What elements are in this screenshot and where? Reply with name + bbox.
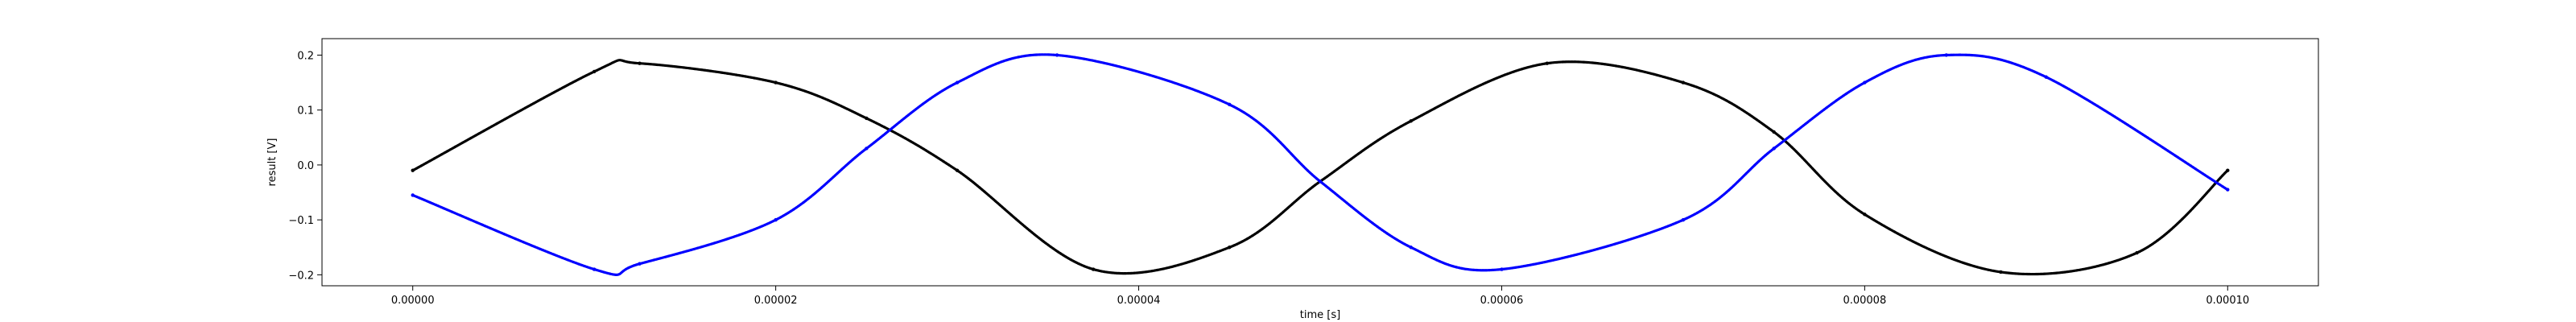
y-axis: −0.2 −0.1 0.0 0.1 0.2 bbox=[288, 50, 322, 282]
x-tick-label: 0.00002 bbox=[754, 295, 798, 307]
series-2-point bbox=[592, 267, 597, 271]
series-1-point bbox=[592, 69, 597, 74]
x-tick-label: 0.00000 bbox=[391, 295, 435, 307]
series-1-point bbox=[2226, 168, 2230, 172]
series-2-point bbox=[2226, 188, 2230, 192]
series-2-point bbox=[638, 262, 642, 266]
y-tick-label: −0.1 bbox=[288, 215, 314, 227]
series-2-point bbox=[955, 80, 960, 85]
series-2 bbox=[411, 53, 2230, 276]
series-2-point bbox=[1863, 80, 1867, 85]
series-1-point bbox=[1681, 80, 1686, 85]
series-1-point bbox=[1091, 267, 1096, 271]
series-1-point bbox=[1409, 119, 1413, 123]
x-tick-label: 0.00004 bbox=[1117, 295, 1161, 307]
x-axis: 0.00000 0.00002 0.00004 0.00006 0.00008 0.000… bbox=[391, 286, 2249, 307]
series-1-point bbox=[774, 80, 778, 85]
series-1-point bbox=[1228, 246, 1232, 250]
series-2-point bbox=[1228, 102, 1232, 107]
y-tick-label: 0.0 bbox=[297, 160, 314, 172]
y-tick-label: 0.1 bbox=[297, 105, 314, 118]
series-1-point bbox=[1999, 270, 2003, 275]
series-2-point bbox=[1055, 53, 1059, 57]
y-axis-label: result [V] bbox=[266, 138, 279, 187]
series-2-point bbox=[1944, 53, 1949, 57]
series-2-point bbox=[1409, 246, 1413, 250]
series-1-point bbox=[1863, 213, 1867, 217]
series-1-point bbox=[865, 116, 869, 121]
series-2-point bbox=[1681, 217, 1686, 222]
series-2-point bbox=[2044, 75, 2049, 79]
series-1-point bbox=[955, 168, 960, 172]
x-tick-label: 0.00010 bbox=[2206, 295, 2249, 307]
series-1-point bbox=[1545, 61, 1550, 65]
plot-data-layer bbox=[411, 53, 2230, 276]
series-2-point bbox=[1500, 267, 1504, 271]
y-tick-label: −0.2 bbox=[288, 270, 314, 282]
x-tick-label: 0.00006 bbox=[1480, 295, 1524, 307]
series-2-point bbox=[1772, 147, 1776, 151]
series-2-point bbox=[411, 193, 415, 197]
series-1-point bbox=[2135, 250, 2139, 255]
series-1-point bbox=[1772, 130, 1776, 134]
plot-frame bbox=[321, 38, 2319, 287]
series-1-point bbox=[411, 168, 415, 172]
series-2-point bbox=[1318, 180, 1323, 184]
x-axis-label: time [s] bbox=[1300, 309, 1340, 321]
series-1-point bbox=[638, 61, 642, 65]
x-tick-label: 0.00008 bbox=[1843, 295, 1886, 307]
series-2-point bbox=[774, 217, 778, 222]
y-tick-label: 0.2 bbox=[297, 50, 314, 62]
series-2-point bbox=[865, 147, 869, 151]
